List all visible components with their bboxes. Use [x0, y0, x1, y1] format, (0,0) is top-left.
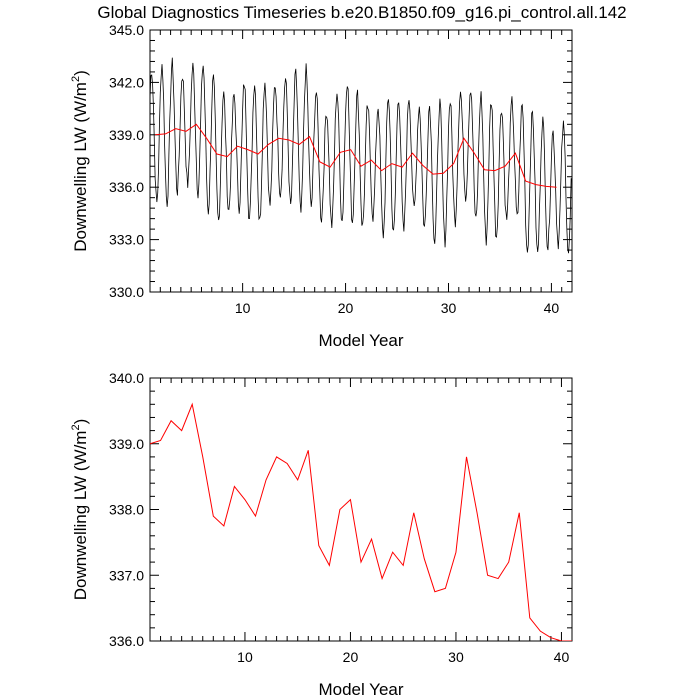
y-tick-label: 336.0 — [109, 633, 144, 649]
y-tick-label: 339.0 — [109, 436, 144, 452]
series-monthly-line — [150, 57, 572, 254]
x-tick-label: 20 — [338, 300, 354, 316]
y-tick-label: 333.0 — [109, 232, 144, 248]
plot-frame — [149, 377, 573, 642]
x-tick-label: 30 — [441, 300, 457, 316]
y-tick-label: 330.0 — [109, 284, 144, 300]
x-tick-label: 10 — [237, 649, 253, 665]
plot-frame — [149, 29, 573, 293]
y-tick-label: 338.0 — [109, 502, 144, 518]
x-tick-label: 20 — [343, 649, 359, 665]
y-axis-label: Downwelling LW (W/m2) — [70, 419, 90, 601]
y-axis-label-main: Downwelling LW (W/m — [71, 431, 90, 601]
figure-title: Global Diagnostics Timeseries b.e20.B185… — [97, 3, 626, 22]
y-axis-label-superscript: 2 — [70, 76, 82, 82]
y-axis-label-close: ) — [71, 70, 90, 76]
top-panel: 10 20 30 40 330.0 333.0 336.0 339.0 342.0 345.0 Mo… — [70, 22, 573, 350]
y-tick-label: 345.0 — [109, 22, 144, 38]
y-tick-label: 336.0 — [109, 179, 144, 195]
y-tick-label: 339.0 — [109, 127, 144, 143]
series-annual-mean-line — [155, 123, 557, 188]
x-tick-label: 40 — [544, 300, 560, 316]
x-tick-label: 40 — [554, 649, 570, 665]
y-axis-label-main: Downwelling LW (W/m — [71, 82, 90, 252]
y-axis-label-close: ) — [71, 419, 90, 425]
y-axis-label-superscript: 2 — [70, 424, 82, 430]
x-tick-label: 10 — [235, 300, 251, 316]
x-tick-label: 30 — [448, 649, 464, 665]
y-tick-label: 342.0 — [109, 74, 144, 90]
bottom-panel: 10 20 30 40 336.0 337.0 338.0 339.0 340.0 Model Y… — [70, 370, 573, 699]
y-tick-label: 337.0 — [109, 567, 144, 583]
y-tick-label: 340.0 — [109, 370, 144, 386]
x-axis-label: Model Year — [318, 680, 403, 699]
x-axis-label: Model Year — [318, 331, 403, 350]
y-axis-label: Downwelling LW (W/m2) — [70, 70, 90, 252]
series-annual-mean-line — [150, 402, 572, 641]
